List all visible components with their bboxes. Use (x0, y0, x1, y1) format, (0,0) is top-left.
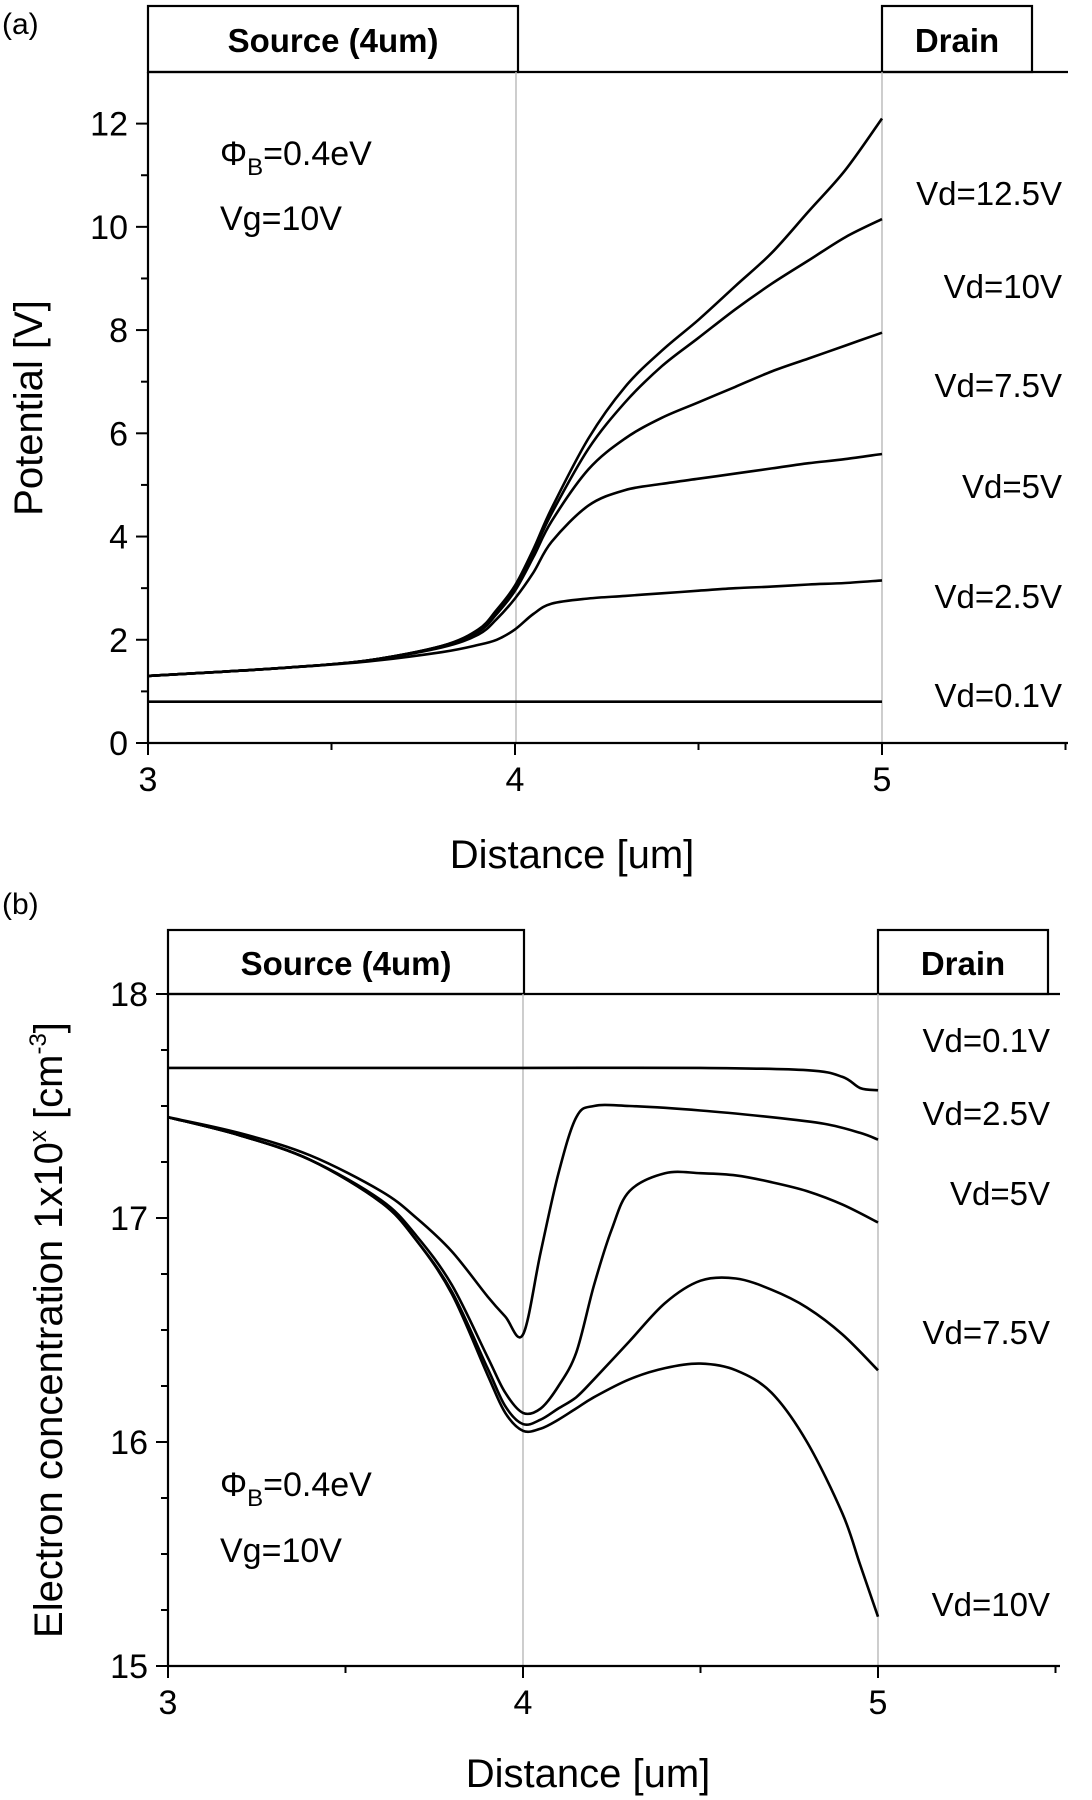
x-tick-label: 3 (159, 1684, 178, 1722)
axis-ticks-b: 3 4 5 15 16 17 18 (110, 976, 1057, 1722)
series-line-vd-2-5v (147, 579, 883, 678)
y-tick-label: 2 (109, 622, 128, 660)
series-line-vd-0-1v (168, 1066, 879, 1092)
series-label-vd-2-5v: Vd=2.5V (922, 1095, 1050, 1132)
series-label-vd-2-5v: Vd=2.5V (934, 578, 1062, 615)
series-label-vd-7-5v: Vd=7.5V (922, 1314, 1050, 1351)
drain-region-box-a (880, 4, 1034, 74)
axis-ticks-a: 3 4 5 0 2 4 6 8 10 12 (90, 106, 1067, 799)
drain-region-label-b: Drain (921, 945, 1005, 982)
source-region-box-b (166, 928, 526, 996)
x-tick-label: 5 (873, 761, 892, 799)
panel-a-potential: (a) Source (4um) Drain 3 4 5 0 2 4 6 8 10 12 Vd=0… (2, 4, 1068, 877)
series-line-vd-10v (167, 1115, 880, 1618)
drain-region-label-a: Drain (915, 22, 999, 59)
panel-a-label: (a) (2, 8, 39, 41)
panel-b-label: (b) (2, 888, 39, 921)
y-tick-label: 15 (110, 1648, 148, 1686)
series-label-vd-12-5v: Vd=12.5V (916, 175, 1062, 212)
series-line-vd-5v (167, 1115, 879, 1416)
panel-b-electron-concentration: (b) Source (4um) Drain 3 4 5 15 16 17 18 Vd=0.… (2, 888, 1060, 1796)
y-tick-label: 6 (109, 415, 128, 453)
drain-region-box-b (876, 928, 1050, 996)
source-region-box-a (146, 4, 520, 74)
x-tick-label: 5 (869, 1684, 888, 1722)
y-axis-title-a: Potential [V] (7, 300, 51, 516)
y-axis-title-b: Electron concentration 1x10x [cm-3] (25, 1022, 71, 1638)
y-tick-label: 18 (110, 976, 148, 1014)
x-axis-title-a: Distance [um] (450, 833, 695, 877)
series-line-vd-2-5v (167, 1103, 879, 1339)
x-tick-label: 3 (139, 761, 158, 799)
series-label-vd-5v: Vd=5V (962, 468, 1062, 505)
source-region-label-a: Source (4um) (228, 22, 439, 59)
y-tick-label: 0 (109, 725, 128, 763)
barrier-height-annotation-b: ΦB=0.4eV (220, 1466, 372, 1512)
y-tick-label: 10 (90, 209, 128, 247)
barrier-height-annotation-a: ΦB=0.4eV (220, 135, 372, 181)
series-label-vd-10v: Vd=10V (944, 268, 1062, 305)
series-group-a (147, 117, 884, 704)
series-line-vd-7-5v (147, 331, 883, 678)
y-tick-label: 12 (90, 106, 128, 144)
y-tick-label: 17 (110, 1200, 148, 1238)
series-label-vd-10v: Vd=10V (932, 1586, 1050, 1623)
series-line-vd-12-5v (147, 117, 884, 678)
source-region-label-b: Source (4um) (241, 945, 452, 982)
y-tick-label: 16 (110, 1424, 148, 1462)
series-label-vd-7-5v: Vd=7.5V (934, 367, 1062, 404)
y-tick-label: 4 (109, 519, 128, 557)
y-tick-label: 8 (109, 312, 128, 350)
series-line-vd-10v (147, 217, 883, 678)
x-tick-label: 4 (514, 1684, 533, 1722)
x-axis-title-b: Distance [um] (466, 1752, 711, 1796)
series-label-vd-5v: Vd=5V (950, 1175, 1050, 1212)
series-labels-a: Vd=0.1V Vd=2.5V Vd=5V Vd=7.5V Vd=10V Vd=12.5V (916, 175, 1062, 714)
gate-voltage-annotation-a: Vg=10V (220, 200, 342, 238)
series-group-b (167, 1066, 880, 1618)
x-tick-label: 4 (506, 761, 525, 799)
series-labels-b: Vd=0.1V Vd=2.5V Vd=5V Vd=7.5V Vd=10V (922, 1022, 1050, 1623)
series-label-vd-0-1v: Vd=0.1V (922, 1022, 1050, 1059)
series-line-vd-5v (147, 452, 883, 678)
series-label-vd-0-1v: Vd=0.1V (934, 677, 1062, 714)
gate-voltage-annotation-b: Vg=10V (220, 1532, 342, 1570)
